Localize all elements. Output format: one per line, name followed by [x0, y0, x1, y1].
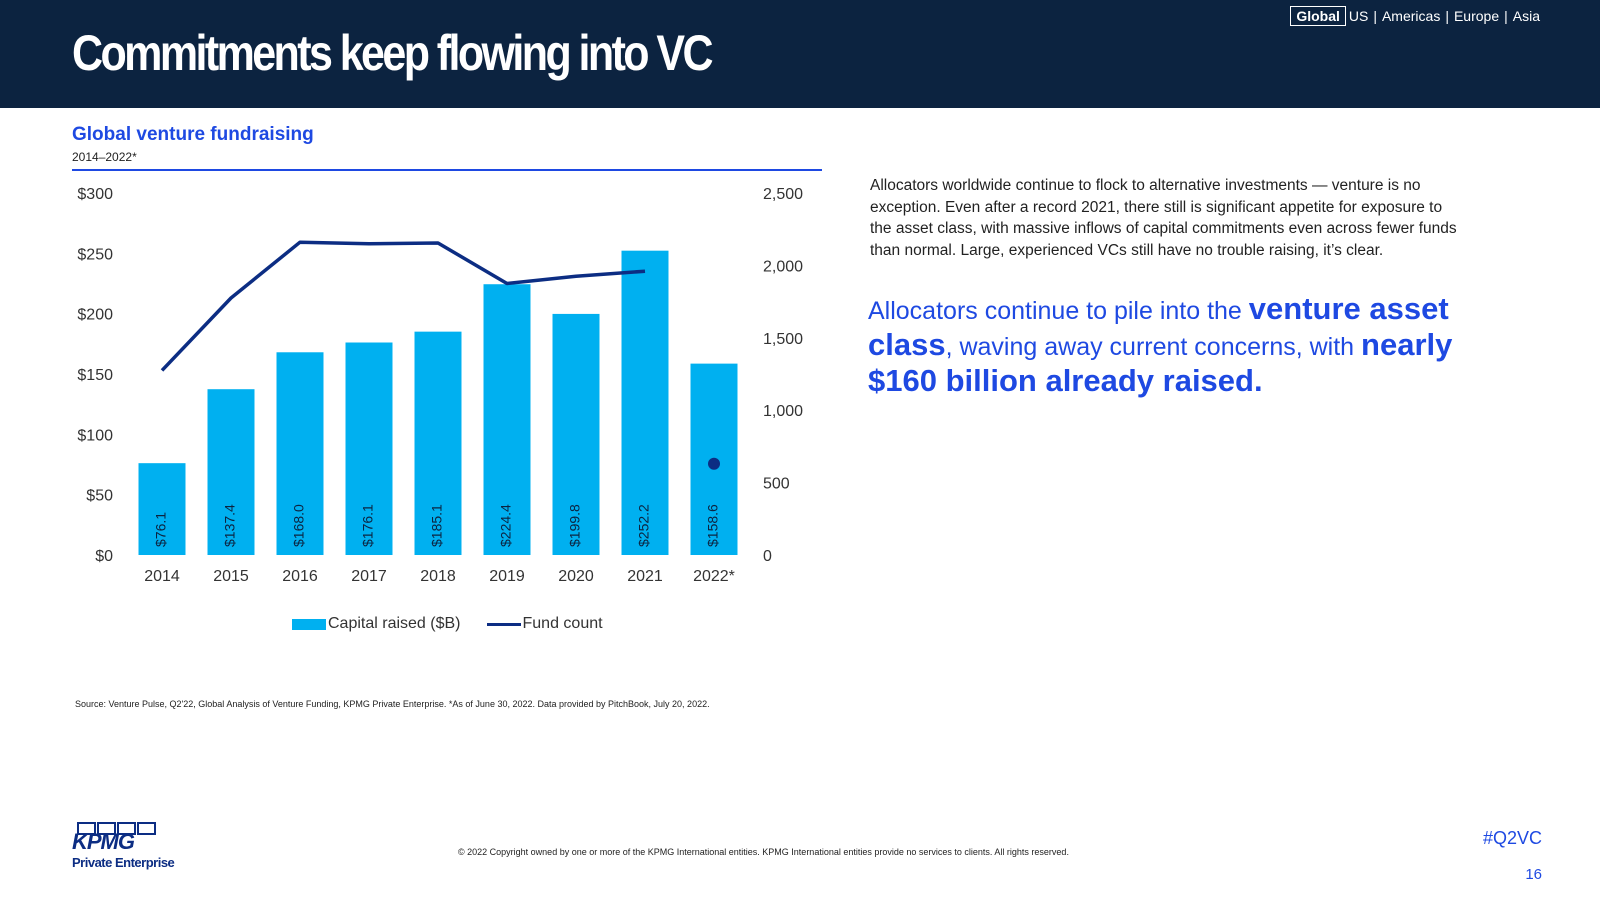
- capital-bar: [138, 463, 186, 555]
- callout-bold-1: venture asset class: [868, 291, 1449, 362]
- logo-wordmark: KPMG: [72, 829, 135, 854]
- callout-text: Allocators continue to pile into the ven…: [868, 292, 1468, 400]
- region-separator: |: [1445, 8, 1449, 24]
- chart-title: Global venture fundraising: [72, 124, 314, 145]
- logo-box: [117, 822, 136, 835]
- kpmg-logo: KPMG Private Enterprise: [72, 822, 192, 882]
- left-axis-tick-label: $300: [77, 186, 113, 203]
- x-axis-tick-label: 2022*: [693, 568, 735, 585]
- fund-count-line: [160, 240, 646, 372]
- right-axis-tick-label: 0: [763, 548, 772, 565]
- x-axis-tick-label: 2019: [489, 568, 525, 585]
- region-tab-americas[interactable]: Americas: [1381, 8, 1441, 24]
- page-header: Commitments keep flowing into VC Global …: [0, 0, 1600, 108]
- capital-bar-label: $185.1: [429, 504, 445, 547]
- logo-box: [97, 822, 116, 835]
- capital-bar: [621, 250, 669, 556]
- callout-bold-2: nearly $160 billion already raised.: [868, 327, 1453, 398]
- capital-bar: [207, 389, 255, 555]
- region-nav: Global US | Americas | Europe | Asia: [1290, 6, 1540, 26]
- capital-bar-label: $199.8: [567, 504, 583, 547]
- x-axis-tick-label: 2014: [144, 568, 180, 585]
- legend-bar-swatch: [292, 618, 326, 630]
- chart-legend: Capital raised ($B) Fund count: [292, 615, 603, 633]
- callout-part-1: Allocators continue to pile into the: [868, 297, 1249, 325]
- capital-bar: [345, 342, 393, 555]
- legend-line-label: Fund count: [522, 615, 603, 632]
- logo-box: [137, 822, 156, 835]
- left-axis-tick-label: $100: [77, 427, 113, 444]
- body-paragraph: Allocators worldwide continue to flock t…: [870, 177, 1457, 259]
- fundraising-chart: $0 $50 $100 $150 $200 $250 $300 0 500 1,000 1,500 2…: [77, 186, 803, 585]
- chart-title-divider: [72, 169, 822, 171]
- left-axis-tick-label: $150: [77, 367, 113, 384]
- capital-bar-label: $158.6: [705, 504, 721, 547]
- callout-part-2: , waving away current concerns, with: [945, 333, 1362, 361]
- x-axis-tick-label: 2015: [213, 568, 249, 585]
- left-axis-tick-label: $250: [77, 246, 113, 263]
- logo-subtitle: Private Enterprise: [72, 855, 175, 870]
- region-separator: |: [1504, 8, 1508, 24]
- chart-subtitle: 2014–2022*: [72, 150, 137, 164]
- page-number: 16: [1525, 866, 1542, 883]
- capital-bar-label: $137.4: [222, 504, 238, 547]
- capital-bar-label: $176.1: [360, 504, 376, 547]
- region-separator: |: [1373, 8, 1377, 24]
- logo-box: [77, 822, 96, 835]
- capital-bar: [276, 352, 324, 555]
- capital-bar: [483, 284, 531, 555]
- legend-line-swatch: [486, 622, 521, 626]
- x-axis-tick-label: 2020: [558, 568, 594, 585]
- x-axis-tick-label: 2021: [627, 568, 663, 585]
- left-axis-tick-label: $200: [77, 307, 113, 324]
- fund-count-point: [708, 457, 720, 470]
- capital-bar-label: $76.1: [153, 512, 169, 547]
- hashtag: #Q2VC: [1482, 828, 1542, 848]
- region-tab-global[interactable]: Global: [1290, 6, 1346, 26]
- source-note: Source: Venture Pulse, Q2'22, Global Ana…: [75, 699, 710, 709]
- x-axis-tick-label: 2018: [420, 568, 456, 585]
- x-axis-tick-label: 2016: [282, 568, 318, 585]
- right-axis-tick-label: 2,000: [763, 258, 803, 275]
- capital-bar: [552, 313, 600, 555]
- logo-boxes: [77, 822, 192, 835]
- capital-bar-label: $224.4: [498, 504, 514, 547]
- left-axis-tick-label: $50: [86, 488, 113, 505]
- capital-bar: [414, 331, 462, 555]
- region-tab-us[interactable]: US: [1348, 8, 1369, 24]
- capital-bar-label: $168.0: [291, 504, 307, 547]
- left-axis-tick-label: $0: [95, 548, 113, 565]
- legend-bar-label: Capital raised ($B): [328, 615, 461, 632]
- region-tab-europe[interactable]: Europe: [1453, 8, 1500, 24]
- right-axis-tick-label: 500: [763, 476, 790, 493]
- right-axis-tick-label: 1,500: [763, 331, 803, 348]
- right-axis-tick-label: 1,000: [763, 403, 803, 420]
- page-title: Commitments keep flowing into VC: [72, 25, 714, 81]
- capital-bar-label: $252.2: [636, 504, 652, 547]
- copyright-notice: © 2022 Copyright owned by one or more of…: [458, 847, 1069, 857]
- x-axis-tick-label: 2017: [351, 568, 387, 585]
- region-tab-asia[interactable]: Asia: [1512, 8, 1540, 24]
- right-axis-tick-label: 2,500: [763, 186, 803, 203]
